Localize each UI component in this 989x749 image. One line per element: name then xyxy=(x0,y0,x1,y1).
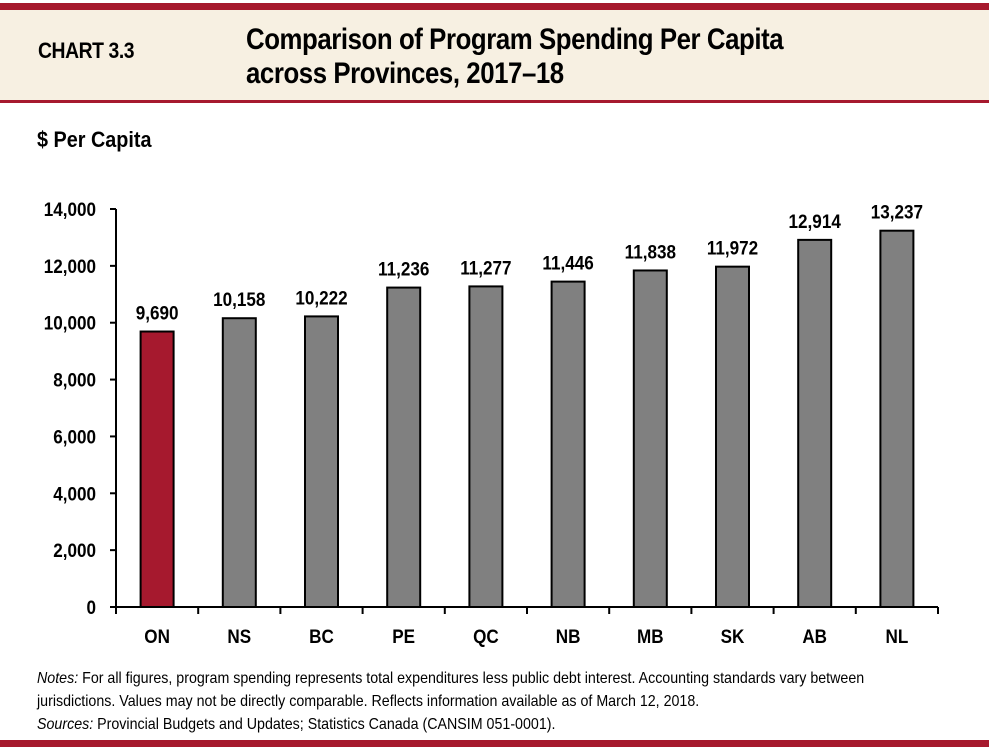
y-tick-label: 6,000 xyxy=(53,427,96,448)
footer-bar xyxy=(0,740,989,747)
bar-qc xyxy=(468,285,504,608)
bar-ns xyxy=(221,317,257,608)
header-bottom-rule xyxy=(0,100,989,103)
chart-title-line-1: Comparison of Program Spending Per Capit… xyxy=(246,23,784,56)
data-label-sk: 11,972 xyxy=(707,238,758,259)
sources-text: Provincial Budgets and Updates; Statisti… xyxy=(93,716,556,733)
data-label-pe: 11,236 xyxy=(378,259,429,280)
chart-title: Comparison of Program Spending Per Capit… xyxy=(246,23,784,91)
header-top-bar xyxy=(0,3,989,10)
x-tick-label-qc: QC xyxy=(473,626,499,647)
chart-number: CHART 3.3 xyxy=(38,38,135,63)
y-axis-label: $ Per Capita xyxy=(37,127,152,152)
y-tick-label: 4,000 xyxy=(53,483,96,504)
y-tick-label: 10,000 xyxy=(44,313,96,334)
data-label-bc: 10,222 xyxy=(295,288,347,309)
x-axis: ON NS BC PE QC NB MB SK AB NL xyxy=(110,606,939,647)
x-tick-label-ab: AB xyxy=(802,626,827,647)
x-tick-label-on: ON xyxy=(144,626,170,647)
bar-nl xyxy=(879,229,915,608)
y-tick-label: 14,000 xyxy=(44,199,96,220)
notes-label: Notes: xyxy=(37,670,79,687)
bar-mb xyxy=(632,269,668,608)
bar-ab xyxy=(797,238,833,608)
bar-bc xyxy=(304,315,339,608)
x-tick-label-sk: SK xyxy=(721,626,745,647)
y-tick-label: 2,000 xyxy=(53,540,96,561)
header-band xyxy=(0,10,989,100)
x-tick-label-mb: MB xyxy=(637,626,664,647)
chart-title-line-2: across Provinces, 2017–18 xyxy=(246,57,564,90)
y-tick-label: 0 xyxy=(86,597,96,618)
y-tick-label: 8,000 xyxy=(53,370,96,391)
notes-block: Notes: For all figures, program spending… xyxy=(37,667,927,736)
x-tick-label-bc: BC xyxy=(309,626,334,647)
x-tick-label-pe: PE xyxy=(392,626,415,647)
data-label-on: 9,690 xyxy=(136,303,179,324)
data-label-nl: 13,237 xyxy=(871,202,923,223)
bar-nb xyxy=(550,280,586,608)
data-label-nb: 11,446 xyxy=(542,253,593,274)
data-label-qc: 11,277 xyxy=(460,258,511,279)
bars xyxy=(139,229,915,608)
bar-sk xyxy=(715,265,750,608)
data-label-ab: 12,914 xyxy=(789,211,841,232)
notes-line-2: jurisdictions. Values may not be directl… xyxy=(37,693,700,710)
x-tick-label-nl: NL xyxy=(886,626,909,647)
data-label-ns: 10,158 xyxy=(213,289,265,310)
notes-text-1: For all figures, program spending repres… xyxy=(78,670,865,687)
y-axis: 0 2,000 4,000 6,000 8,000 10,000 12,000 14,000 xyxy=(44,199,117,618)
x-tick-label-ns: NS xyxy=(227,626,251,647)
bar-on xyxy=(139,330,175,608)
sources-line: Sources: Provincial Budgets and Updates;… xyxy=(37,713,927,736)
data-labels: 9,690 10,158 10,222 11,236 11,277 11,446 11,83… xyxy=(136,202,923,324)
sources-label: Sources: xyxy=(37,716,94,733)
x-tick-label-nb: NB xyxy=(556,626,581,647)
data-label-mb: 11,838 xyxy=(625,242,676,263)
bar-pe xyxy=(386,286,422,608)
y-tick-label: 12,000 xyxy=(44,256,96,277)
notes-line-1: Notes: For all figures, program spending… xyxy=(37,667,927,690)
